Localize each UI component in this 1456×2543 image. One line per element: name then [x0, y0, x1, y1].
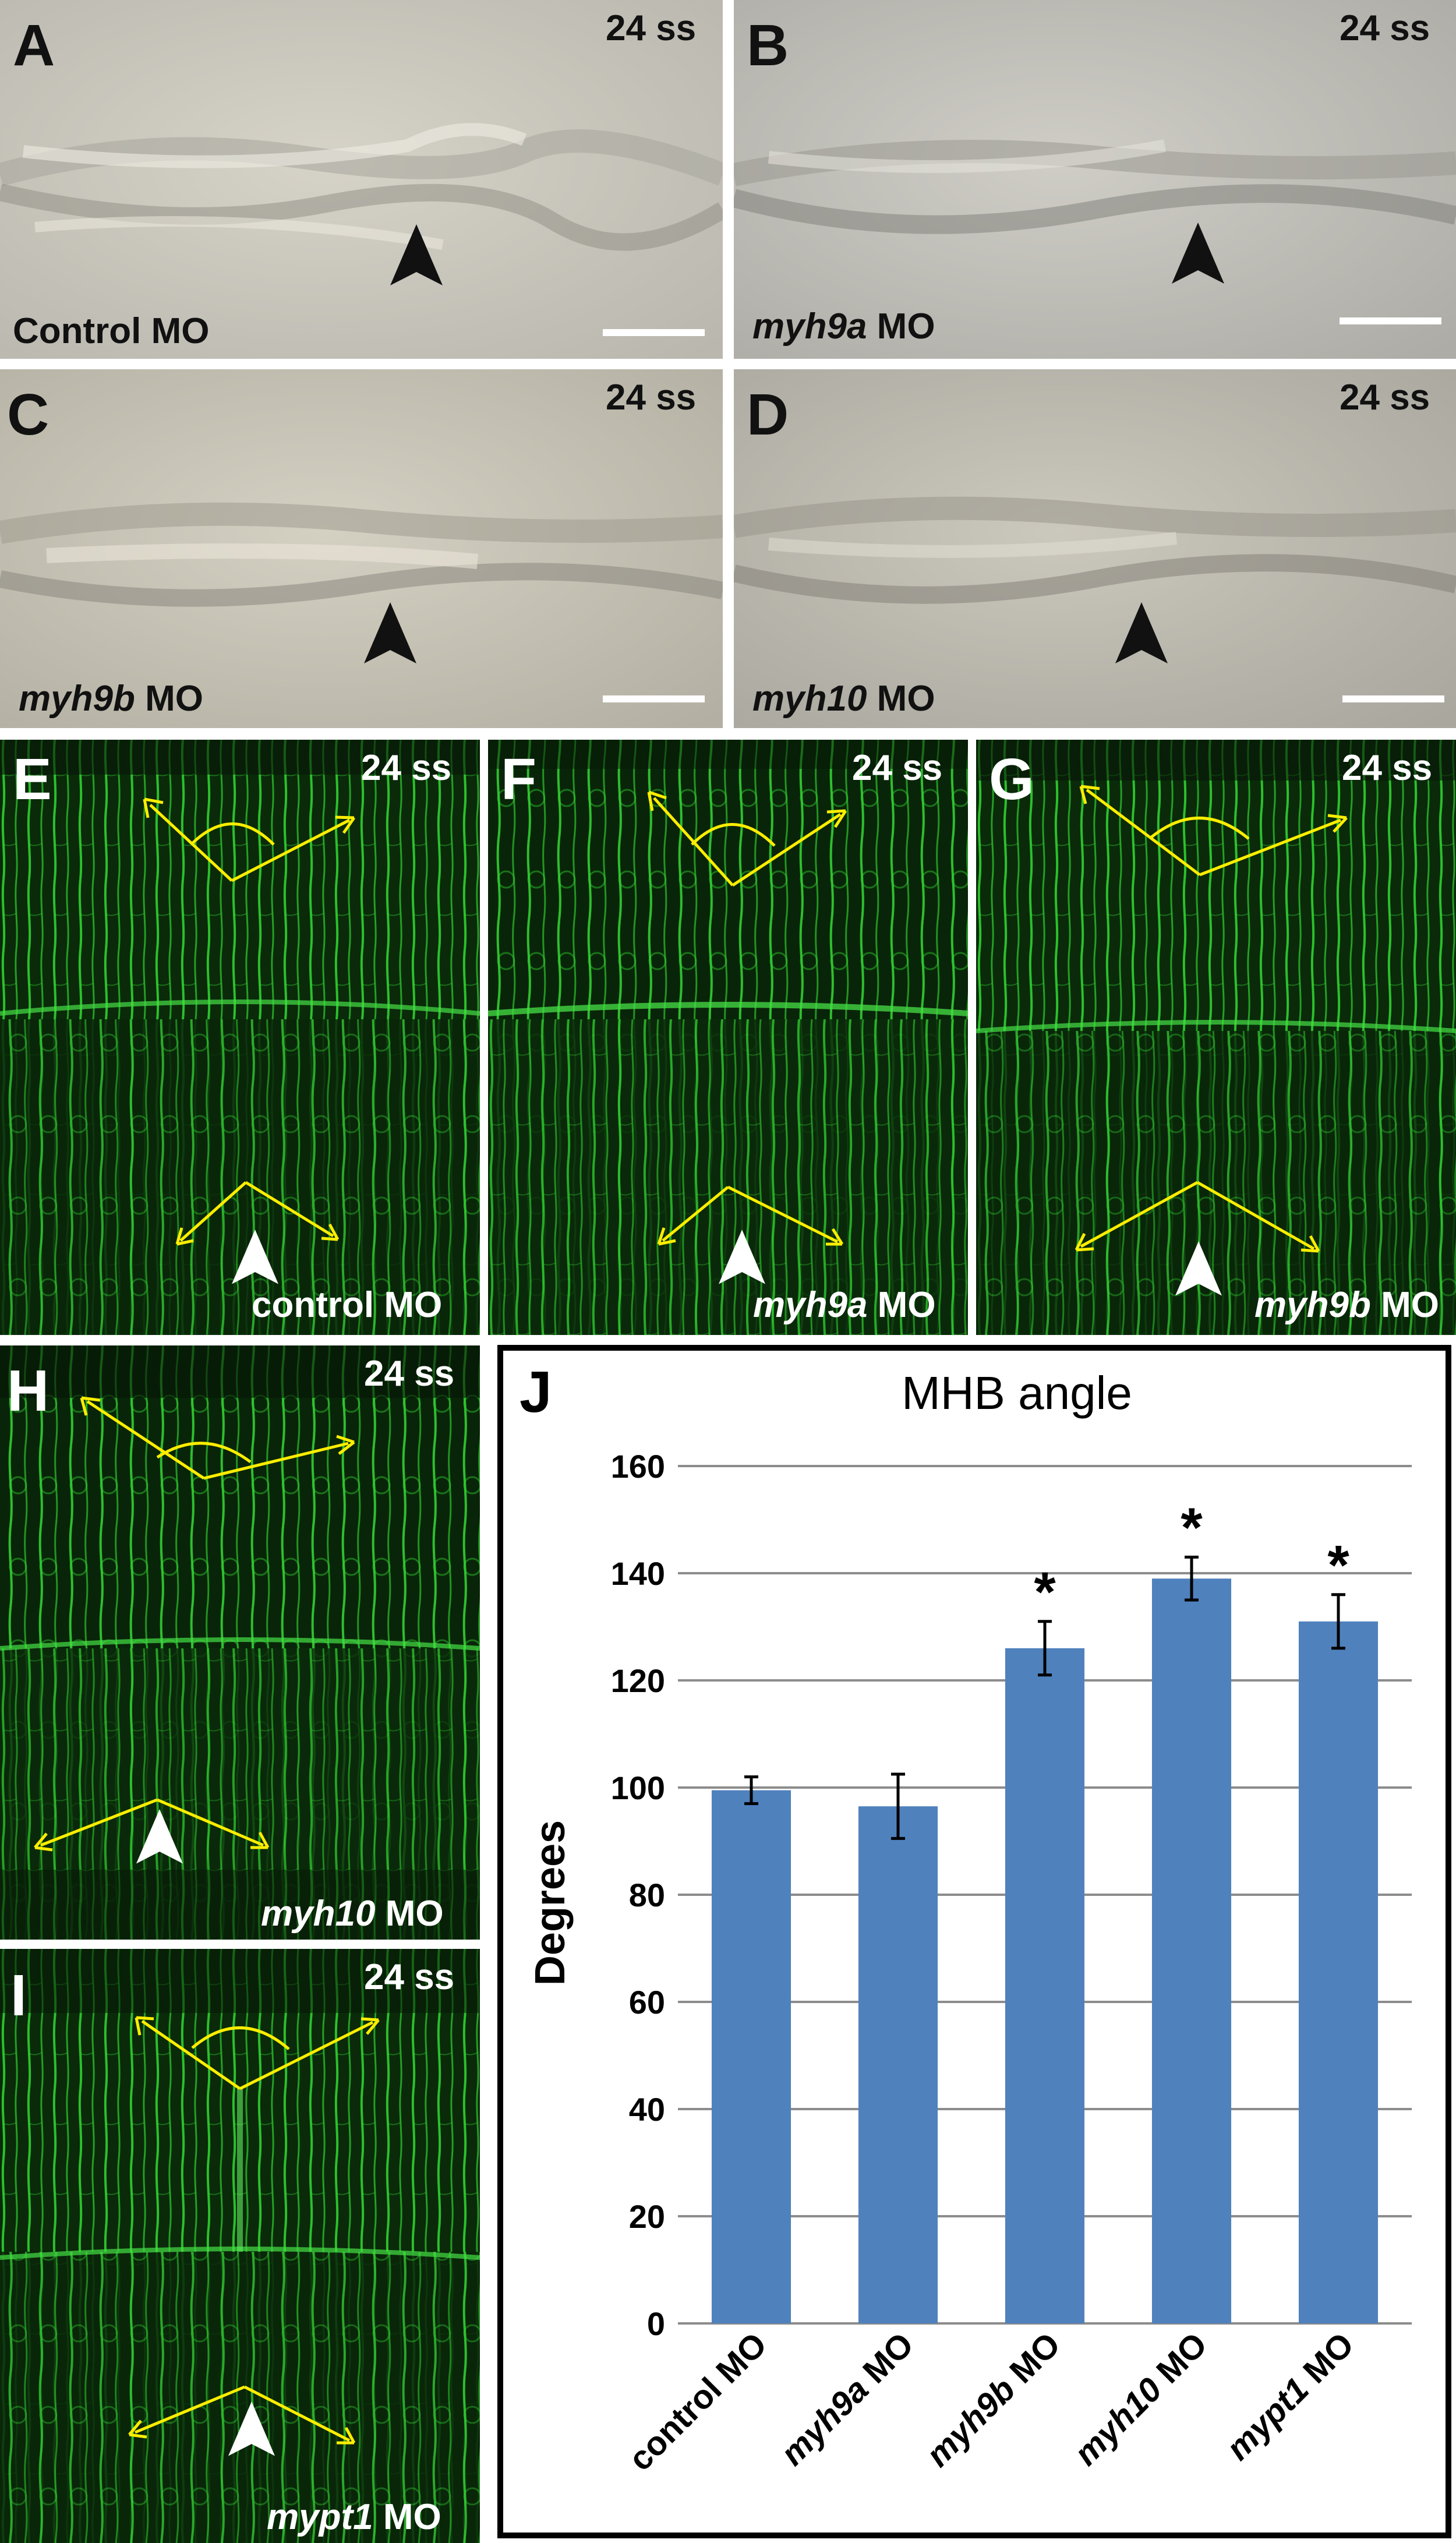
panel-g-fluorescence: G 24 ss myh9b MO: [976, 740, 1456, 1335]
bar: [1298, 1621, 1379, 2323]
lower-angle-overlay: [175, 1181, 340, 1246]
condition-label-f: myh9a MO: [753, 1285, 936, 1325]
y-tick-label: 80: [629, 1877, 665, 1913]
stage-label-i: 24 ss: [364, 1957, 455, 1997]
mhb-angle-overlay: [128, 2016, 380, 2445]
scale-bar: [603, 695, 705, 702]
x-tick-label: myh10 MO: [1067, 2325, 1214, 2473]
stage-label-b: 24 ss: [1340, 8, 1430, 48]
mhb-angle-overlay: [143, 797, 356, 882]
panel-label-g: G: [989, 747, 1034, 812]
stage-label-g: 24 ss: [1342, 748, 1433, 788]
bar-chart: J MHB angle Degrees * * * 0 20 40 60 80 100 120 1…: [520, 1359, 1412, 2478]
panel-c-brightfield: C 24 ss myh9b MO: [0, 369, 723, 728]
y-tick-label: 140: [611, 1555, 665, 1592]
panel-label-i: I: [10, 1963, 27, 2028]
panel-label-h: H: [7, 1358, 50, 1424]
stage-label-e: 24 ss: [361, 748, 452, 788]
fluorescence-image: [976, 740, 1456, 1335]
brightfield-image: [0, 0, 723, 359]
panel-i-fluorescence: I 24 ss mypt1 MO: [0, 1949, 480, 2543]
condition-label-b: myh9a MO: [752, 306, 935, 347]
scale-bar: [603, 329, 705, 336]
brightfield-image: [734, 369, 1456, 728]
panel-label-j: J: [520, 1359, 552, 1425]
chart-title: MHB angle: [902, 1367, 1132, 1419]
x-tick-label: myh9a MO: [773, 2325, 921, 2473]
fluorescence-image: [488, 740, 968, 1335]
mhb-angle-overlay: [34, 1396, 355, 1852]
bar: [711, 1790, 791, 2323]
x-tick-label: myh9b MO: [919, 2325, 1068, 2474]
arrowhead-icon: [1175, 1241, 1222, 1296]
panel-j-chart: J MHB angle Degrees * * * 0 20 40 60 80 100 120 1…: [497, 1345, 1451, 2538]
significance-marker: *: [1034, 1561, 1056, 1623]
scale-bar: [1342, 695, 1444, 702]
y-tick-label: 120: [611, 1662, 665, 1699]
stage-label-h: 24 ss: [364, 1354, 455, 1394]
panel-label-d: D: [747, 382, 789, 447]
bar: [1005, 1648, 1085, 2323]
arrowhead-icon: [719, 1230, 765, 1284]
bar: [1151, 1578, 1232, 2323]
panel-d-brightfield: D 24 ss myh10 MO: [734, 369, 1456, 728]
condition-label-a: Control MO: [13, 311, 210, 351]
panel-b-brightfield: B 24 ss myh9a MO: [734, 0, 1456, 359]
panel-a-brightfield: A 24 ss Control MO: [0, 0, 723, 359]
y-tick-label: 100: [611, 1769, 665, 1806]
panel-label-e: E: [13, 747, 52, 812]
mhb-angle-overlay: [647, 790, 847, 1246]
stage-label-f: 24 ss: [852, 748, 943, 788]
fluorescence-image: [0, 1345, 480, 1940]
arrowhead-icon: [1172, 222, 1224, 284]
arrowhead-icon: [390, 224, 443, 285]
y-tick-label: 40: [629, 2091, 665, 2128]
stage-label-a: 24 ss: [606, 8, 697, 48]
brightfield-image: [0, 369, 723, 728]
condition-label-c: myh9b MO: [19, 679, 203, 719]
stage-label-c: 24 ss: [606, 377, 697, 418]
y-tick-label: 0: [647, 2305, 665, 2342]
y-tick-label: 60: [629, 1984, 665, 2021]
panel-label-b: B: [747, 13, 789, 78]
condition-label-d: myh10 MO: [752, 679, 935, 719]
x-tick-label: mypt1 MO: [1219, 2325, 1361, 2467]
mhb-angle-overlay: [1075, 785, 1348, 1253]
arrowhead-icon: [228, 2401, 275, 2456]
y-tick-label: 160: [611, 1448, 665, 1485]
panel-label-a: A: [13, 13, 55, 78]
significance-marker: *: [1181, 1496, 1203, 1559]
significance-marker: *: [1327, 1534, 1349, 1597]
arrowhead-icon: [136, 1809, 183, 1864]
y-tick-label: 20: [629, 2198, 665, 2235]
stage-label-d: 24 ss: [1340, 377, 1430, 418]
panel-label-f: F: [501, 747, 537, 812]
arrowhead-icon: [232, 1230, 278, 1284]
bar: [858, 1806, 938, 2323]
panel-h-fluorescence: H 24 ss myh10 MO: [0, 1345, 480, 1940]
y-axis-label: Degrees: [527, 1820, 574, 1986]
panel-f-fluorescence: F 24 ss myh9a MO: [488, 740, 968, 1335]
condition-label-i: mypt1 MO: [267, 2497, 441, 2537]
arrowhead-icon: [1115, 602, 1168, 663]
brightfield-image: [734, 0, 1456, 359]
condition-label-h: myh10 MO: [261, 1894, 444, 1934]
panel-label-c: C: [7, 382, 50, 447]
condition-label-g: myh9b MO: [1254, 1285, 1439, 1325]
arrowhead-icon: [364, 602, 416, 663]
condition-label-e: control MO: [252, 1285, 443, 1325]
fluorescence-image: [0, 740, 480, 1335]
scale-bar: [1340, 317, 1441, 324]
x-tick-label: control MO: [621, 2325, 774, 2478]
panel-e-fluorescence: E 24 ss control MO: [0, 740, 480, 1335]
